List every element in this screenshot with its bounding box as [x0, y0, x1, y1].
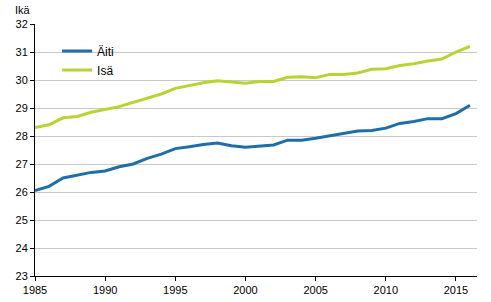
svg-text:28: 28	[16, 130, 28, 142]
svg-text:23: 23	[16, 270, 28, 282]
svg-text:27: 27	[16, 158, 28, 170]
svg-text:2010: 2010	[374, 284, 398, 296]
svg-text:1985: 1985	[23, 284, 47, 296]
svg-text:1990: 1990	[93, 284, 117, 296]
svg-text:24: 24	[16, 242, 28, 254]
svg-text:25: 25	[16, 214, 28, 226]
svg-text:2000: 2000	[233, 284, 257, 296]
svg-text:1995: 1995	[163, 284, 187, 296]
svg-text:2005: 2005	[303, 284, 327, 296]
svg-text:Isä: Isä	[97, 64, 113, 78]
svg-text:29: 29	[16, 102, 28, 114]
svg-text:30: 30	[16, 74, 28, 86]
svg-text:26: 26	[16, 186, 28, 198]
svg-text:32: 32	[16, 18, 28, 30]
svg-text:2015: 2015	[444, 284, 468, 296]
svg-text:Äiti: Äiti	[97, 45, 114, 59]
svg-text:31: 31	[16, 46, 28, 58]
svg-text:Ikä: Ikä	[15, 4, 31, 16]
